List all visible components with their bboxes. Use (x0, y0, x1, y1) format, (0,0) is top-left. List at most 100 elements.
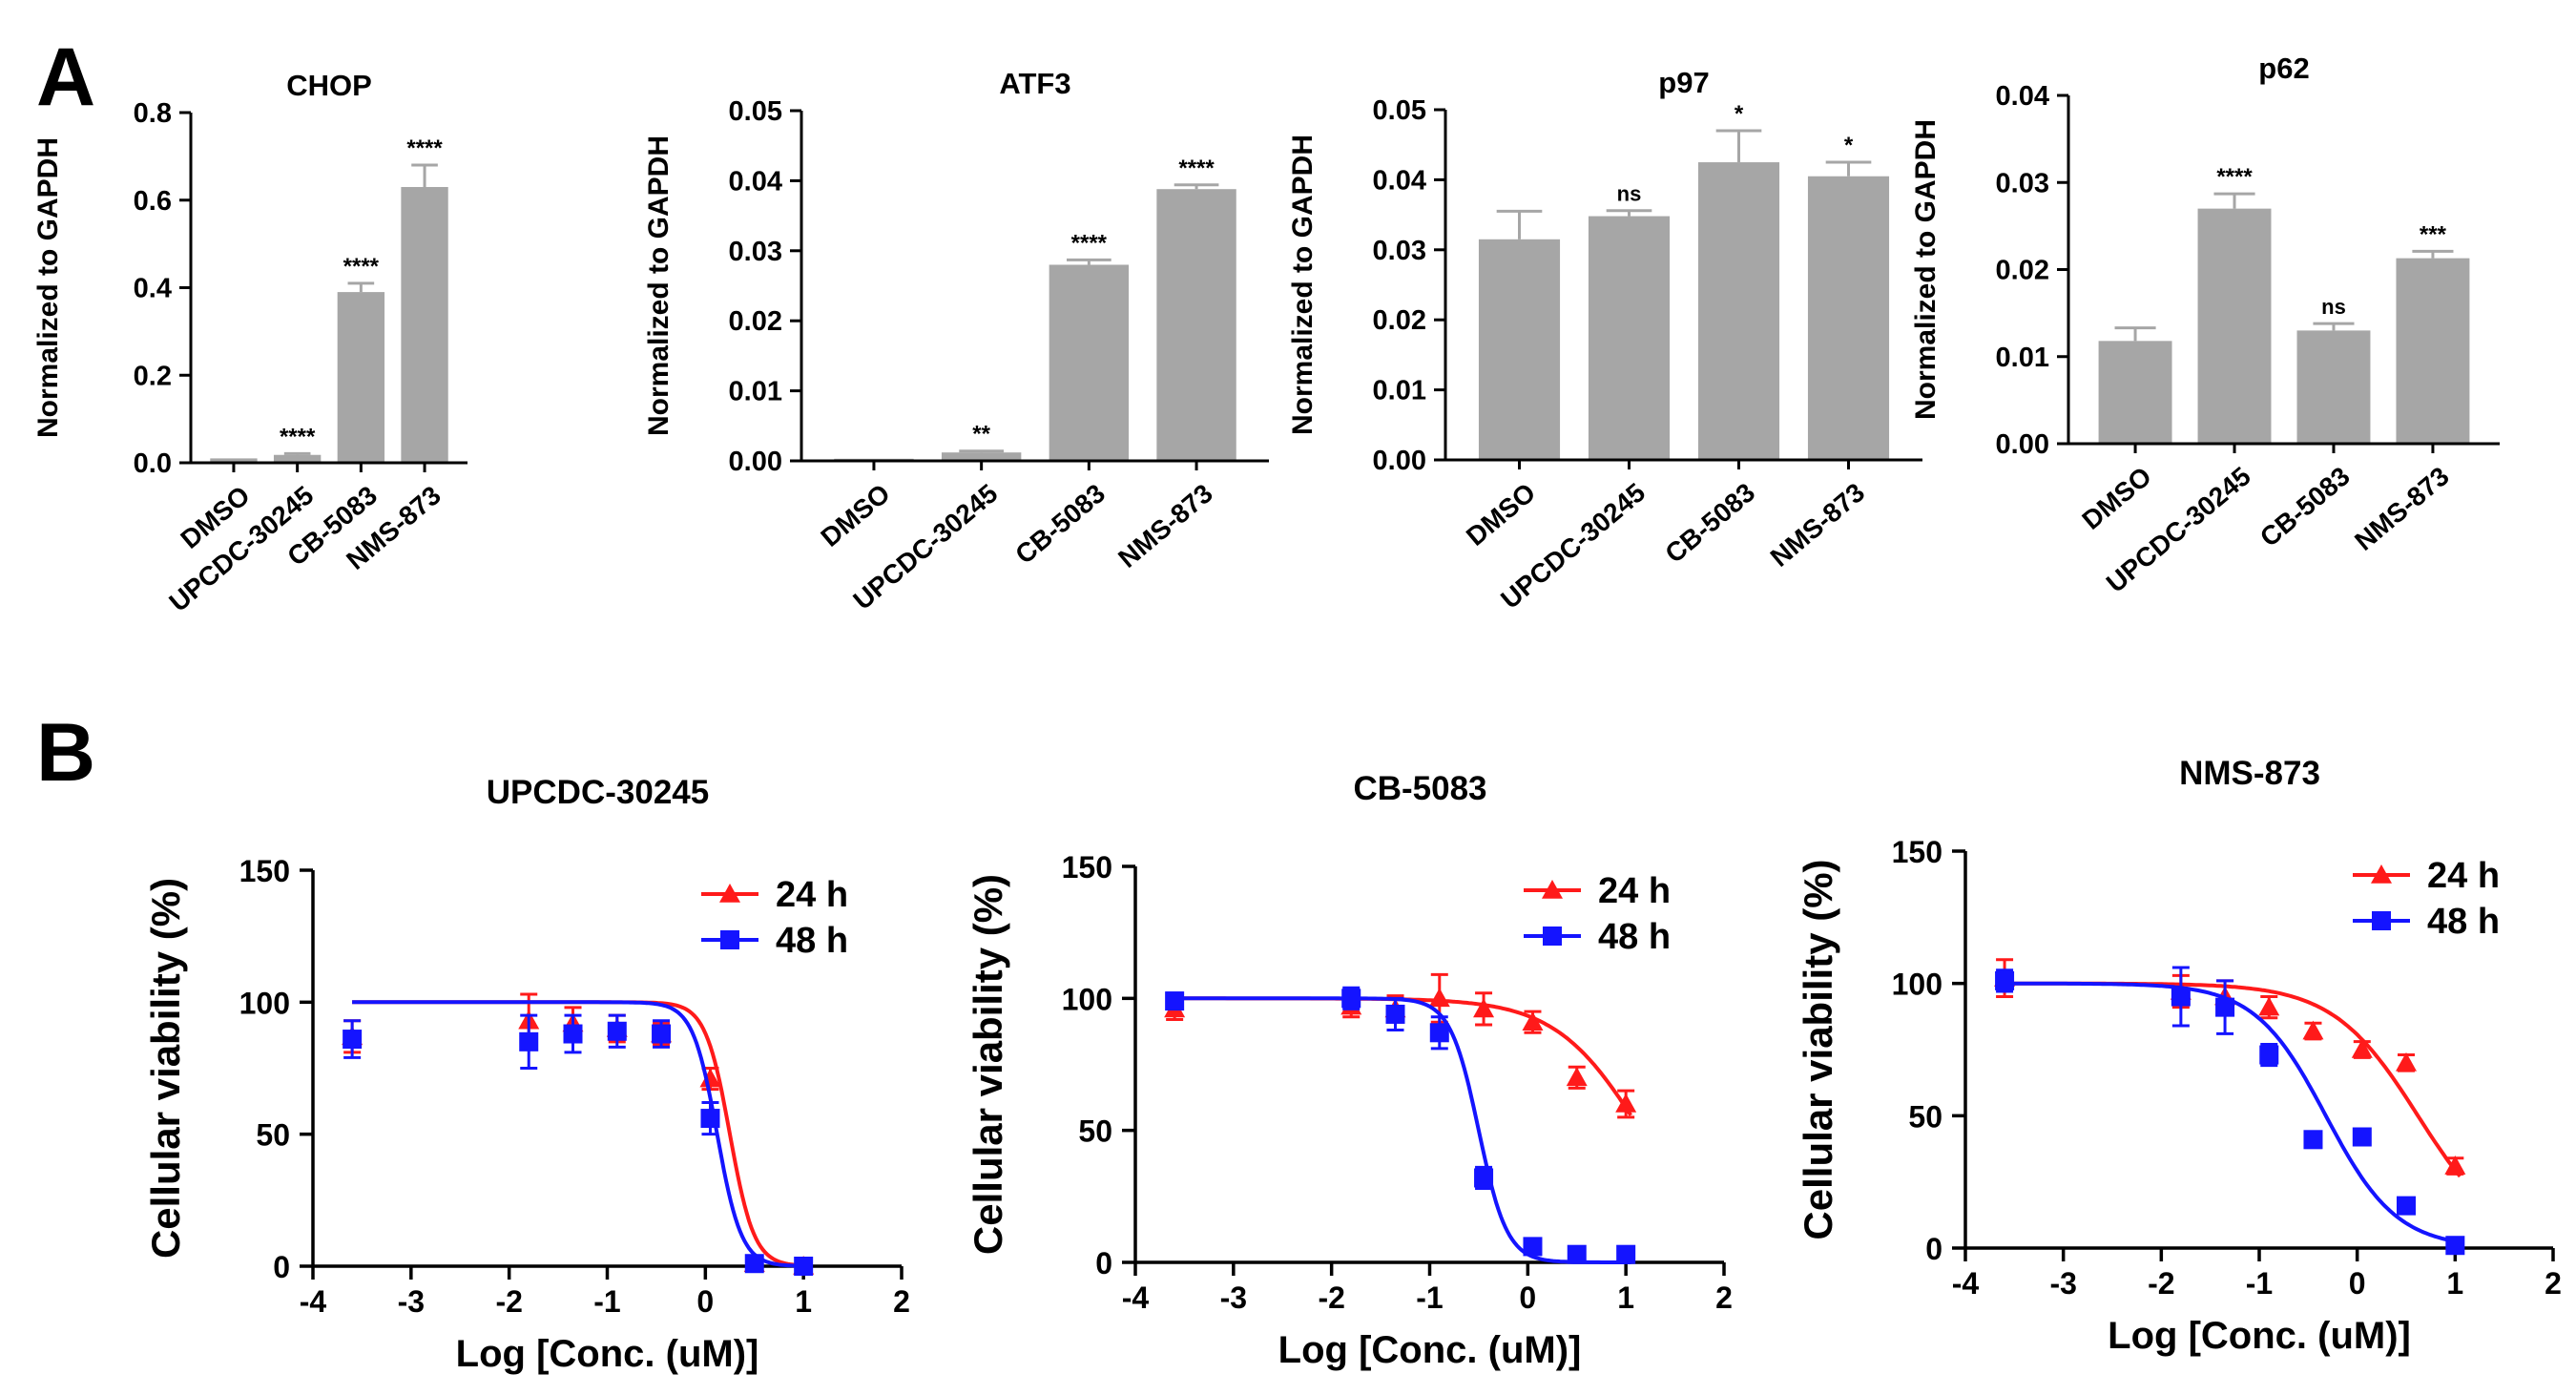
y-axis-label: Cellular viability (%) (1796, 859, 1840, 1239)
y-tick-label: 0.04 (729, 166, 782, 197)
bar-cb-5083 (337, 292, 385, 463)
y-axis-label: Normalized to GAPDH (1910, 119, 1942, 420)
x-tick-label: -1 (1416, 1280, 1443, 1315)
y-tick-label: 0.05 (1373, 95, 1426, 126)
marker-48h (1995, 970, 2015, 990)
marker-24h (2371, 864, 2392, 884)
bar-dmso (1478, 239, 1561, 460)
x-tick-label: 0 (1519, 1280, 1536, 1315)
y-tick-label: 0.4 (134, 274, 172, 304)
marker-48h (563, 1024, 583, 1044)
marker-48h (700, 1109, 720, 1129)
x-tick-label: -4 (1952, 1266, 1980, 1301)
bar-cb-5083 (2296, 330, 2371, 444)
y-tick-label: 0 (1925, 1232, 1942, 1266)
category-label: CB-5083 (2254, 461, 2356, 552)
fit-curve-48-h (352, 1000, 809, 1268)
marker-24h (1428, 988, 1450, 1008)
dose-response-cb-5083: CB-5083 Cellular viability (%) Log [Conc. … (966, 770, 1733, 1371)
marker-48h (2445, 1236, 2465, 1256)
bar-upcdc-30245 (2197, 208, 2272, 444)
dose-response-nms-873: NMS-873 Cellular viability (%) Log [Conc. … (1796, 755, 2562, 1357)
significance-label: ** (972, 422, 990, 448)
x-tick-label: -4 (1122, 1280, 1150, 1315)
marker-48h (720, 930, 739, 949)
marker-48h (1385, 1004, 1405, 1024)
marker-48h (2397, 1196, 2416, 1216)
bar-upcdc-30245 (273, 454, 322, 463)
y-tick-label: 0.03 (729, 237, 782, 267)
y-tick-label: 100 (239, 986, 290, 1020)
y-axis-label: Cellular viability (%) (143, 878, 188, 1259)
y-tick-label: 0.0 (134, 448, 172, 479)
fit-curve-48-h (1174, 996, 1631, 1264)
bar-dmso (210, 458, 258, 463)
y-tick-label: 150 (239, 854, 290, 888)
legend-label: 24 h (1598, 871, 1671, 911)
x-tick-label: 2 (893, 1284, 910, 1319)
category-label: NMS-873 (1112, 478, 1218, 573)
y-axis-label: Normalized to GAPDH (643, 135, 675, 436)
marker-48h (744, 1254, 764, 1274)
x-tick-label: -1 (2246, 1266, 2273, 1301)
marker-48h (2215, 997, 2235, 1017)
y-tick-label: 0.02 (1996, 256, 2049, 286)
significance-label: * (1844, 133, 1854, 158)
x-tick-label: -3 (2049, 1266, 2076, 1301)
marker-24h (1522, 1011, 1544, 1031)
significance-label: ns (2321, 295, 2346, 319)
y-tick-label: 0.00 (1373, 446, 1426, 476)
significance-label: **** (280, 424, 316, 449)
y-tick-label: 0.00 (729, 447, 782, 477)
marker-48h (519, 1031, 539, 1051)
x-tick-label: -2 (1318, 1280, 1344, 1315)
marker-48h (652, 1024, 672, 1044)
chart-title: NMS-873 (2179, 755, 2320, 792)
y-tick-label: 0.01 (1373, 376, 1426, 406)
x-tick-label: 2 (2545, 1266, 2562, 1301)
marker-48h (1567, 1244, 1587, 1264)
marker-48h (1165, 991, 1185, 1011)
bar-nms-873 (2396, 258, 2470, 444)
panel-label-b: B (36, 707, 95, 799)
bar-upcdc-30245 (941, 452, 1022, 461)
marker-48h (1429, 1023, 1449, 1043)
y-tick-label: 150 (1892, 835, 1942, 869)
chart-title: UPCDC-30245 (487, 774, 709, 811)
marker-48h (343, 1030, 363, 1050)
marker-48h (1543, 927, 1562, 946)
x-tick-label: 0 (2349, 1266, 2366, 1301)
marker-24h (1615, 1093, 1637, 1113)
x-tick-label: -2 (495, 1284, 522, 1319)
y-tick-label: 0.01 (1996, 343, 2049, 373)
marker-24h (719, 884, 740, 903)
x-tick-label: -2 (2148, 1266, 2174, 1301)
bar-nms-873 (1156, 189, 1236, 461)
chart-title: p62 (2258, 52, 2309, 85)
x-tick-label: 1 (2446, 1266, 2463, 1301)
marker-48h (1616, 1244, 1636, 1264)
marker-24h (2351, 1039, 2373, 1058)
bar-upcdc-30245 (1588, 216, 1671, 460)
significance-label: **** (1071, 230, 1108, 256)
marker-48h (2372, 911, 2391, 930)
y-tick-label: 0.04 (1373, 165, 1426, 196)
chart-title: ATF3 (999, 67, 1070, 100)
marker-24h (2258, 996, 2280, 1016)
bar-nms-873 (401, 186, 448, 464)
category-label: NMS-873 (1765, 477, 1871, 573)
y-tick-label: 0.2 (134, 361, 172, 391)
marker-24h (699, 1068, 721, 1088)
significance-label: **** (2216, 164, 2253, 190)
x-tick-label: -3 (398, 1284, 425, 1319)
y-tick-label: 0.04 (1996, 81, 2049, 112)
bar-dmso (2098, 341, 2172, 444)
y-tick-label: 100 (1892, 968, 1942, 1002)
y-tick-label: 0.03 (1996, 168, 2049, 198)
significance-label: * (1735, 101, 1744, 127)
marker-24h (2396, 1051, 2417, 1072)
